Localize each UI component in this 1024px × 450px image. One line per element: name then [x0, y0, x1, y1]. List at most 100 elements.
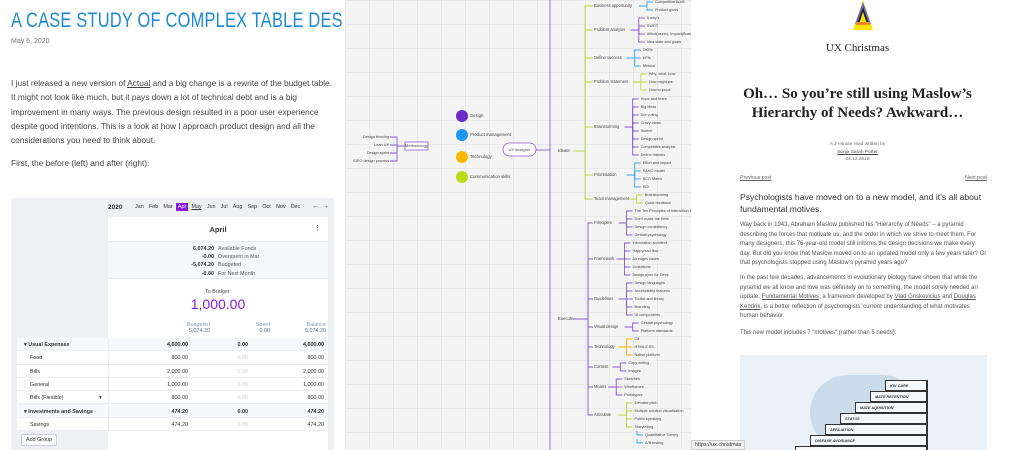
leaf-label[interactable]: Limitations — [632, 265, 650, 269]
legend-label[interactable]: Product management — [470, 132, 512, 137]
methodology-item[interactable]: Design thinking — [363, 135, 389, 139]
branch-label[interactable]: Team management — [594, 196, 630, 201]
leaf-label[interactable]: Copy writing — [628, 361, 649, 365]
leaf-label[interactable]: Information architect — [632, 241, 667, 245]
leaf-label[interactable]: OKRs — [643, 48, 653, 52]
budgeted-value[interactable]: 4,600.00 — [167, 342, 188, 348]
leaf-label[interactable]: ROI — [643, 185, 650, 189]
leaf-label[interactable]: Metrics — [643, 64, 655, 68]
branch-label[interactable]: Prioritisation — [594, 172, 617, 177]
branch-label[interactable]: Framework — [594, 256, 615, 261]
leaf-label[interactable]: Toolkit and library — [635, 297, 665, 301]
leaf-label[interactable]: Elevator pitch — [635, 401, 658, 405]
leaf-label[interactable]: Design sprint — [641, 137, 664, 141]
next-month-arrow-icon[interactable]: → — [322, 203, 329, 210]
methodology-item[interactable]: IDEO design process — [353, 159, 389, 163]
month-dec[interactable]: Dec — [290, 204, 301, 210]
leaf-label[interactable]: Idea state and goals — [647, 40, 681, 44]
branch-label[interactable]: Define success — [594, 55, 622, 60]
category-row[interactable]: Food 800.00 0.00 800.00 — [17, 351, 328, 365]
budgeted-value[interactable]: 800.00 — [171, 355, 189, 362]
add-group-button[interactable]: Add Group — [21, 434, 58, 446]
leaf-label[interactable]: Git — [635, 337, 641, 341]
leaf-label[interactable]: Product goals — [655, 8, 678, 12]
leaf-label[interactable]: HTML/CSS — [635, 345, 655, 349]
leaf-label[interactable]: Design consistency — [635, 225, 668, 229]
month-aug[interactable]: Aug — [232, 204, 243, 210]
leaf-label[interactable]: A/B testing — [645, 441, 663, 445]
leaf-label[interactable]: Don't make me think — [635, 217, 670, 221]
branch-label[interactable]: Business opportunity — [594, 3, 633, 8]
category-group-row[interactable]: ▾ Usual Expenses 4,600.00 0.00 4,600.00 — [17, 338, 328, 352]
leaf-label[interactable]: How to proof — [649, 88, 671, 92]
category-row[interactable]: General 1,000.00 0.00 1,000.00 — [17, 377, 328, 392]
branch-label[interactable]: Articulate — [594, 412, 612, 417]
month-nov[interactable]: Nov — [275, 204, 286, 210]
leaf-label[interactable]: BCG Matrix — [643, 177, 663, 181]
menu-icon[interactable]: ⋮ — [314, 225, 321, 232]
leaf-label[interactable]: Big ideas — [641, 105, 657, 109]
branch-label[interactable]: Problem statement — [594, 79, 629, 84]
leaf-label[interactable]: Competitive analysis — [641, 145, 676, 149]
category-group-row[interactable]: ▾ Investments and Savings 474.20 0.00 474.2… — [17, 404, 328, 418]
leaf-label[interactable]: Multiple solution visualisation — [635, 409, 684, 413]
legend-label[interactable]: Communication skills — [470, 174, 510, 179]
prev-month-arrow-icon[interactable]: ← — [312, 203, 319, 210]
leaf-label[interactable]: Accessibility features — [635, 289, 671, 293]
methodology-item[interactable]: Lean UX — [374, 143, 389, 147]
branch-label[interactable]: Visual design — [594, 324, 619, 329]
actual-link[interactable]: Actual — [127, 78, 151, 88]
leaf-label[interactable]: Wireframes — [624, 385, 644, 389]
leaf-label[interactable]: Quick feedback — [645, 201, 671, 205]
leaf-label[interactable]: The Ten Principles of Interaction Design — [635, 209, 692, 213]
leaf-label[interactable]: Images — [628, 369, 641, 373]
leaf-label[interactable]: 5 why's — [647, 16, 660, 20]
leaf-label[interactable]: Why, what, how — [649, 72, 676, 76]
legend-label[interactable]: Design — [470, 113, 484, 118]
budgeted-value[interactable]: 474.20 — [171, 421, 189, 428]
leaf-label[interactable]: Native platform — [635, 353, 661, 357]
leaf-label[interactable]: Happy/sad flow — [632, 249, 658, 253]
leaf-label[interactable]: Affect(users), Impact(Business) — [647, 32, 691, 36]
branch-label[interactable]: Principles — [594, 220, 612, 225]
leaf-label[interactable]: Design spec for Devs — [632, 273, 668, 277]
leaf-label[interactable]: Design languages — [635, 281, 665, 285]
author-link[interactable]: Sonja Sarah Porter — [837, 150, 878, 155]
branch-label[interactable]: Problem analysis — [594, 27, 625, 32]
douglas-kendrik-link[interactable]: Douglas Kendrik — [740, 294, 976, 310]
month-apr[interactable]: Apr — [175, 203, 189, 211]
leaf-label[interactable]: KANO model — [643, 169, 665, 173]
previous-post-link[interactable]: Previous post — [740, 175, 772, 181]
budgeted-value[interactable]: 800.00 — [171, 395, 189, 402]
leaf-label[interactable]: Hope and fears — [641, 97, 667, 101]
leaf-label[interactable]: How might we — [649, 80, 673, 84]
chevron-down-icon[interactable]: ▾ — [99, 395, 102, 402]
month-mar[interactable]: Mar — [163, 204, 173, 210]
leaf-label[interactable]: Brainstorming — [645, 193, 668, 197]
budgeted-value[interactable]: 2,000.00 — [167, 368, 188, 375]
leaf-label[interactable]: Public speaking — [635, 417, 662, 421]
leaf-label[interactable]: Competitive Audit — [655, 0, 685, 4]
methodology-item[interactable]: Design sprint — [367, 151, 390, 155]
next-post-link[interactable]: Next post — [965, 175, 987, 181]
fundamental-motives-link[interactable]: Fundamental Motives — [761, 294, 820, 301]
leaf-label[interactable]: SWOT — [647, 24, 659, 28]
branch-label[interactable]: Technology — [594, 344, 616, 349]
month-feb[interactable]: Feb — [148, 204, 159, 210]
stage-label[interactable]: Ideate — [558, 148, 571, 153]
leaf-label[interactable]: All edges cases — [632, 257, 659, 261]
month-may[interactable]: May — [191, 204, 202, 210]
branch-label[interactable]: Content — [594, 364, 609, 369]
budgeted-value[interactable]: 1,000.00 — [167, 381, 188, 388]
category-row[interactable]: Savings 474.20 0.00 474.20 — [17, 417, 328, 432]
leaf-label[interactable]: Define themes — [641, 153, 666, 157]
leaf-label[interactable]: Platform standards — [641, 329, 673, 333]
month-jul[interactable]: Jul — [220, 204, 228, 210]
root-node[interactable] — [502, 142, 537, 157]
month-jan[interactable]: Jan — [135, 204, 144, 210]
budgeted-value[interactable]: 474.20 — [171, 408, 189, 415]
month-jun[interactable]: Jun — [206, 204, 216, 210]
leaf-label[interactable]: UI components — [635, 313, 661, 317]
leaf-label[interactable]: Branding — [635, 305, 650, 309]
stage-label[interactable]: Execute — [558, 316, 574, 321]
